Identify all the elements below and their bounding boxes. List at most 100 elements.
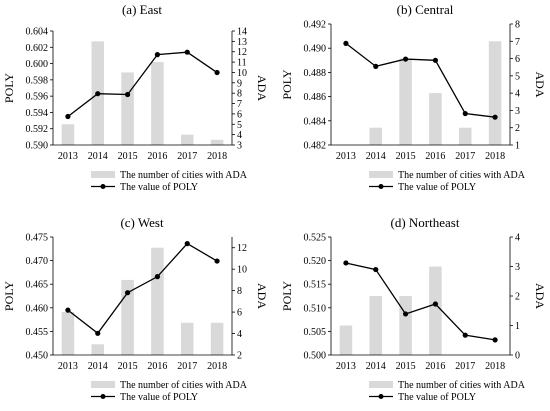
poly-point-2013 [343, 40, 349, 46]
right-tick-label: 3 [515, 106, 520, 117]
legend-line-label: The value of POLY [398, 392, 476, 403]
right-tick-label: 2 [515, 292, 520, 303]
right-tick-label: 6 [237, 109, 242, 120]
right-tick-label: 3 [515, 262, 520, 273]
x-tick-label: 2014 [366, 361, 386, 372]
chart-panel-2: (b) Central 0.482 0.484 0.486 0.488 0.490 0.49… [280, 2, 547, 193]
poly-point-2017 [184, 49, 190, 55]
y-left-label: POLY [2, 73, 16, 103]
left-tick-label: 0.596 [26, 92, 49, 103]
poly-point-2014 [373, 266, 379, 273]
left-tick-label: 0.450 [26, 351, 49, 362]
poly-point-2015 [124, 91, 131, 98]
poly-line [345, 262, 496, 341]
poly-point-2015 [402, 56, 409, 62]
bar-2018 [210, 322, 224, 355]
x-tick-label: 2014 [88, 151, 108, 162]
bar-2014 [91, 344, 105, 355]
bar-2017 [458, 127, 472, 145]
poly-point-2018 [492, 114, 498, 120]
bar-2015 [399, 296, 412, 355]
bar-2015 [399, 58, 412, 146]
legend-line-label: The value of POLY [120, 392, 198, 403]
left-tick-label: 0.590 [26, 141, 49, 152]
left-tick-label: 0.525 [304, 233, 327, 244]
x-tick-label: 2014 [88, 361, 108, 372]
legend-bar-swatch [369, 171, 393, 178]
right-tick-label: 8 [237, 286, 242, 297]
poly-point-2013 [65, 113, 71, 120]
right-tick-label: 4 [515, 233, 520, 244]
poly-point-2015 [124, 290, 131, 296]
right-tick-label: 10 [237, 68, 247, 79]
x-tick-label: 2018 [485, 361, 505, 372]
chart-title: (c) West [120, 215, 164, 230]
left-tick-label: 0.465 [26, 280, 49, 291]
poly-point-2017 [462, 332, 468, 338]
y-left-label: POLY [280, 69, 294, 99]
right-tick-label: 4 [237, 329, 242, 340]
x-tick-label: 2013 [336, 151, 356, 162]
poly-point-2013 [65, 307, 71, 313]
right-tick-label: 7 [237, 99, 242, 110]
right-tick-label: 5 [237, 120, 242, 131]
y-right-label: ADA [255, 75, 269, 101]
poly-line [67, 242, 218, 335]
x-tick-label: 2017 [455, 361, 475, 372]
poly-point-2014 [95, 330, 101, 336]
x-tick-label: 2017 [455, 151, 475, 162]
right-tick-label: 11 [237, 58, 247, 69]
poly-point-2016 [154, 52, 161, 58]
legend-line-marker [378, 184, 384, 189]
right-tick-label: 12 [237, 243, 247, 254]
poly-point-2015 [402, 311, 409, 317]
bar-2013 [61, 312, 75, 355]
poly-point-2017 [184, 241, 190, 247]
legend-line-marker [100, 184, 106, 189]
legend-bar-label: The number of cities with ADA [120, 170, 248, 181]
left-tick-label: 0.604 [26, 27, 49, 38]
left-tick-label: 0.598 [26, 75, 49, 86]
chart-panel-4: (d) Northeast 0.500 0.505 0.510 0.515 0.520 0.… [280, 215, 547, 403]
x-tick-label: 2013 [336, 361, 356, 372]
legend-line-marker [378, 394, 384, 399]
bar-2016 [429, 93, 442, 145]
left-tick-label: 0.594 [26, 108, 49, 119]
y-right-label: ADA [255, 283, 269, 309]
chart-panel-3: (c) West 0.450 0.455 0.460 0.465 0.470 0.475 2 4… [2, 215, 269, 403]
right-tick-label: 8 [237, 89, 242, 100]
poly-point-2016 [154, 274, 161, 280]
right-tick-label: 6 [237, 308, 242, 319]
chart-panel-1: (a) East 0.590 0.592 0.594 0.596 0.598 0.600 0.… [2, 2, 269, 193]
legend-bar-swatch [91, 381, 115, 388]
x-tick-label: 2016 [147, 361, 167, 372]
bar-2016 [151, 247, 164, 355]
poly-point-2018 [492, 337, 498, 343]
poly-point-2013 [343, 260, 349, 266]
x-tick-label: 2016 [425, 151, 445, 162]
left-tick-label: 0.515 [304, 280, 327, 291]
right-tick-label: 7 [515, 37, 520, 48]
right-tick-label: 5 [515, 71, 520, 82]
bar-2014 [369, 127, 383, 145]
right-tick-label: 2 [515, 123, 520, 134]
right-tick-label: 13 [237, 37, 247, 48]
left-tick-label: 0.460 [26, 303, 49, 314]
left-tick-label: 0.484 [304, 116, 327, 127]
left-tick-label: 0.455 [26, 327, 49, 338]
poly-point-2016 [432, 57, 439, 63]
legend-bar-label: The number of cities with ADA [398, 380, 526, 391]
right-tick-label: 4 [515, 89, 520, 100]
bar-2013 [61, 124, 75, 145]
x-tick-label: 2018 [207, 361, 227, 372]
legend-bar-swatch [369, 381, 393, 388]
poly-point-2018 [214, 258, 220, 264]
left-tick-label: 0.500 [304, 351, 327, 362]
left-tick-label: 0.482 [304, 141, 327, 152]
bar-2017 [180, 322, 194, 355]
legend-bar-label: The number of cities with ADA [120, 380, 248, 391]
right-tick-label: 4 [237, 130, 242, 141]
bar-2014 [369, 296, 383, 355]
x-tick-label: 2016 [147, 151, 167, 162]
poly-point-2016 [432, 301, 439, 307]
